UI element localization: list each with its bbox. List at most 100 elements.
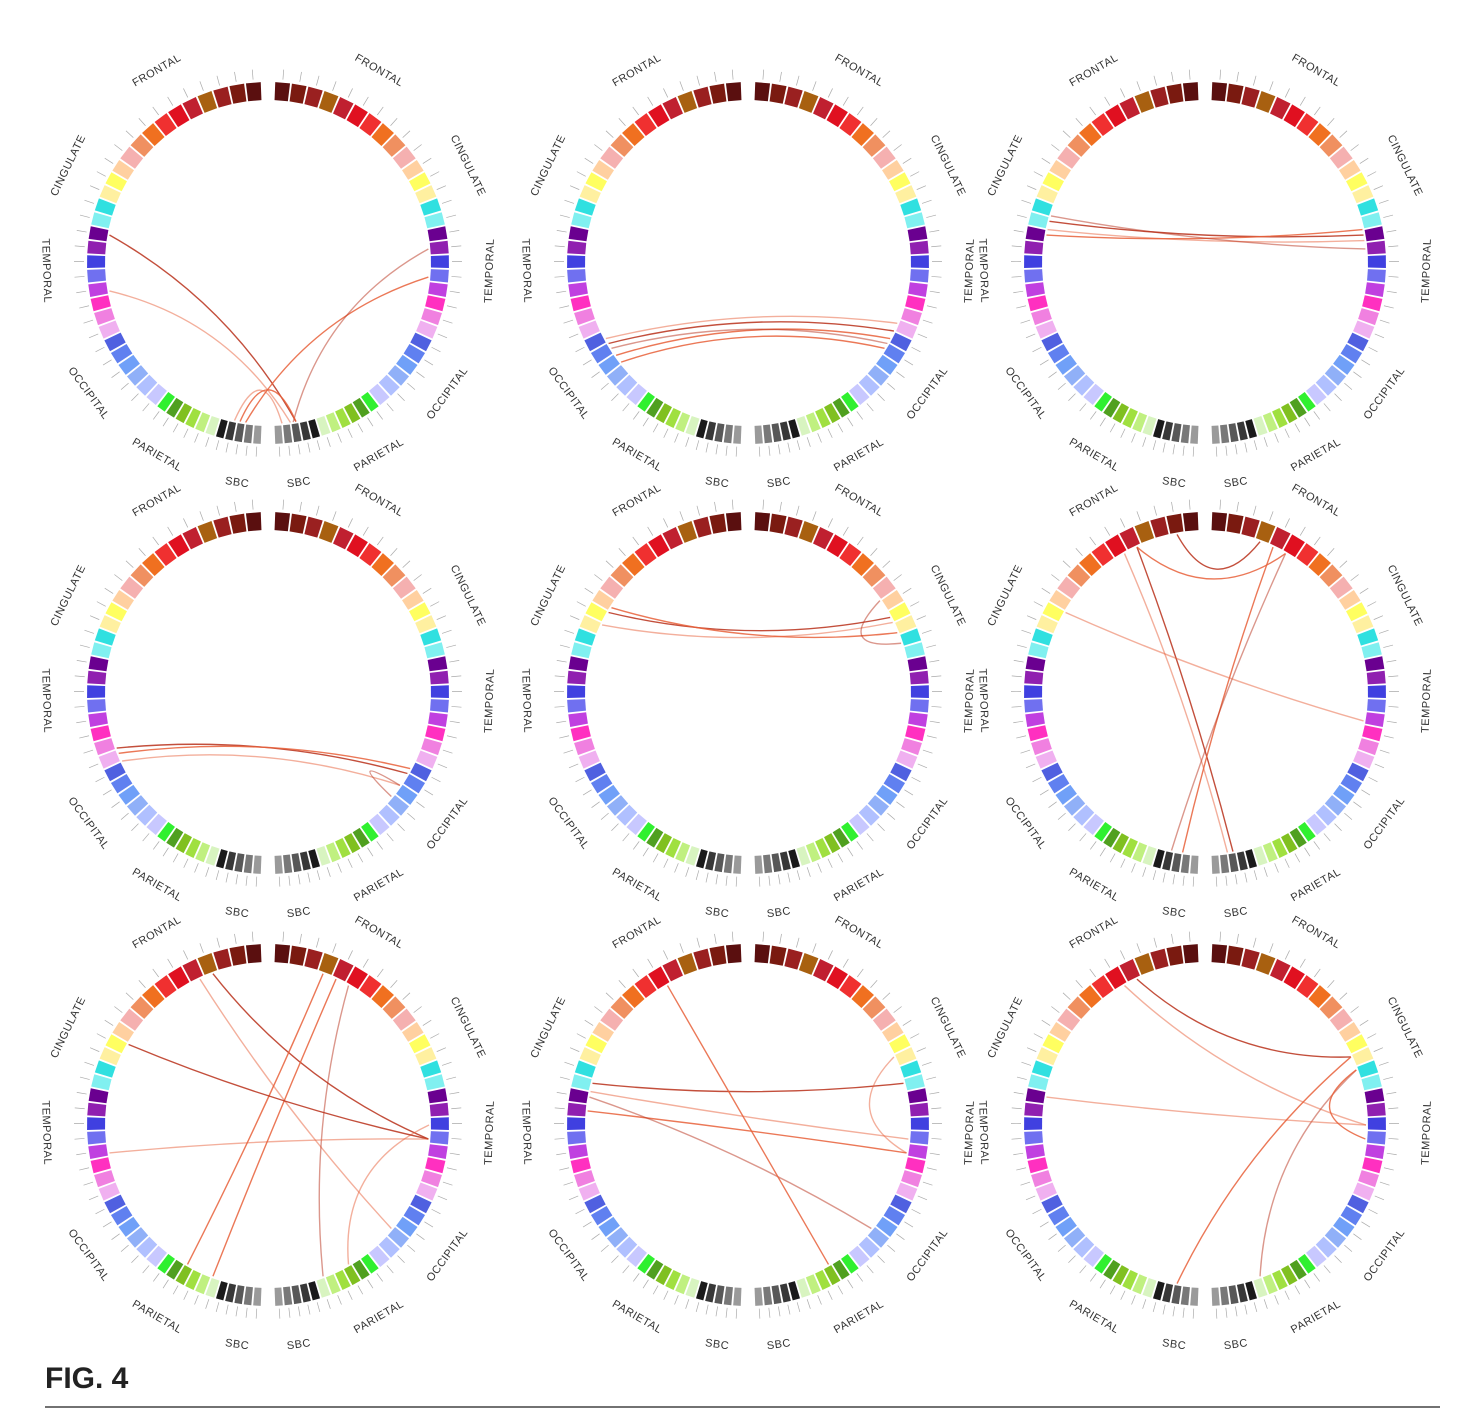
ring-segment [1236, 421, 1248, 441]
ring-segment [655, 1265, 672, 1286]
node-tick [79, 214, 90, 218]
node-tick [347, 88, 353, 98]
ring-segment [839, 975, 862, 998]
ring-segment [359, 975, 382, 998]
ring-segment [225, 851, 237, 871]
region-label: TEMPORAL [483, 668, 497, 733]
node-tick [696, 937, 700, 948]
ring-segment [1171, 423, 1182, 443]
ring-segment [1339, 1021, 1361, 1042]
node-tick [1379, 319, 1390, 324]
node-tick [887, 812, 896, 820]
ring-segment [585, 172, 607, 192]
node-tick [79, 735, 90, 739]
node-tick [584, 587, 594, 594]
ring-segment [87, 269, 106, 283]
ring-segment [369, 813, 390, 836]
node-tick [887, 1244, 896, 1252]
ring-segment [1367, 1131, 1386, 1145]
ring-segment [648, 966, 670, 990]
ring-segment [567, 1102, 587, 1117]
ring-segment [1152, 849, 1165, 869]
ring-segment [610, 564, 634, 587]
node-tick [120, 812, 129, 820]
ring-segment [1079, 553, 1102, 576]
node-tick [95, 776, 105, 783]
node-tick [611, 823, 619, 832]
region-label: PARIETAL [832, 1298, 886, 1336]
node-tick [1142, 437, 1147, 447]
node-tick [847, 847, 854, 857]
node-tick [1104, 526, 1111, 536]
node-tick [390, 118, 398, 126]
ring-segment [409, 172, 431, 192]
node-tick [618, 980, 626, 988]
ring-segment [205, 415, 220, 436]
node-tick [559, 305, 570, 309]
node-tick [1353, 371, 1362, 378]
ring-segment [637, 821, 655, 842]
connection [199, 978, 392, 1229]
ring-segment [1079, 985, 1102, 1008]
node-tick [922, 749, 933, 754]
ring-segment [1094, 1253, 1112, 1274]
node-tick [1192, 1308, 1195, 1319]
node-tick [282, 931, 285, 942]
node-tick [725, 875, 728, 886]
ring-segment [1269, 527, 1291, 550]
ring-segment [378, 374, 400, 396]
connection [1136, 978, 1351, 1058]
node-tick [554, 276, 565, 278]
ring-segment [416, 750, 438, 769]
region-label: OCCIPITAL [1362, 795, 1408, 852]
node-tick [1011, 706, 1022, 708]
ring-segment [1324, 365, 1347, 386]
ring-segment [197, 953, 218, 975]
region-label: PARIETAL [610, 866, 664, 904]
node-tick [402, 130, 411, 138]
node-tick [768, 1307, 771, 1318]
node-tick [95, 346, 105, 353]
ring-segment [1346, 1034, 1368, 1054]
ring-segment [665, 1269, 681, 1290]
region-label: CINGULATE [448, 995, 488, 1060]
ring-segment [274, 1287, 283, 1306]
ring-segment [1352, 185, 1374, 204]
node-tick [1020, 319, 1031, 324]
figure-caption: FIG. 4 [45, 1362, 129, 1395]
node-tick [1215, 876, 1218, 887]
ring-segment [299, 1283, 311, 1303]
ring-segment [335, 1269, 351, 1290]
node-tick [1142, 867, 1147, 877]
ring-segment [872, 576, 896, 599]
node-tick [326, 867, 331, 877]
ring-segment [567, 685, 586, 698]
node-tick [138, 548, 146, 556]
node-tick [926, 305, 937, 309]
node-tick [652, 1285, 659, 1295]
node-tick [922, 319, 933, 324]
ring-segment [99, 615, 121, 634]
ring-segment [1067, 564, 1091, 587]
ring-segment [908, 282, 928, 297]
region-label: SBC [1223, 475, 1249, 490]
ring-segment [1091, 113, 1114, 136]
ring-segment [1340, 1206, 1363, 1226]
ring-segment [1049, 589, 1071, 610]
region-label: TEMPORAL [963, 238, 977, 303]
ring-segment [1057, 576, 1081, 599]
node-tick [1368, 1208, 1378, 1215]
ring-segment [1049, 159, 1071, 180]
ring-segment [378, 804, 400, 826]
ring-segment [754, 425, 763, 444]
ring-segment [1182, 82, 1199, 102]
ring-segment [568, 1144, 588, 1159]
node-tick [582, 359, 592, 366]
ring-segment [424, 212, 445, 229]
ring-segment [245, 82, 262, 102]
node-tick [125, 130, 134, 138]
ring-segment [283, 1286, 293, 1306]
node-tick [857, 106, 864, 116]
ring-segment [910, 269, 929, 283]
connection [109, 234, 297, 422]
